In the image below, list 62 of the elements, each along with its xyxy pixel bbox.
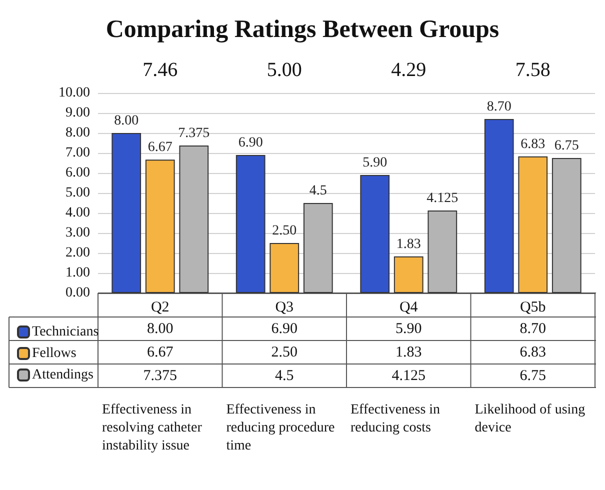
y-tick-label: 9.00 <box>66 106 90 120</box>
y-tick-label: 6.00 <box>66 166 90 180</box>
text: Effectiveness in resolving catheter instability issue <box>102 402 206 454</box>
text: 8.70 <box>486 100 512 114</box>
x-tick-label: Q5b <box>520 300 546 316</box>
bar <box>112 133 142 293</box>
y-tick-label: 7.00 <box>66 146 90 160</box>
bar <box>270 243 300 293</box>
data-label: 8.70 <box>520 320 546 337</box>
y-tick-label: 10.00 <box>58 86 90 100</box>
y-tick-label: 5.00 <box>66 186 90 200</box>
text: 5.90 <box>362 156 388 170</box>
bar <box>394 256 424 293</box>
y-tick-label: 4.00 <box>66 206 90 220</box>
y-tick-label: 8.00 <box>66 126 90 140</box>
bar <box>303 203 333 293</box>
text: Effectiveness in reducing procedure time <box>226 402 338 454</box>
bar <box>236 155 266 293</box>
bar <box>518 156 548 293</box>
text: 4.5 <box>309 184 327 198</box>
text: 7.58 <box>515 59 550 81</box>
chart-title: Comparing Ratings Between Groups <box>106 16 500 43</box>
data-label: 6.75 <box>520 368 546 384</box>
data-label: 5.90 <box>396 320 422 337</box>
text: 6.67 <box>148 140 172 156</box>
bar <box>179 146 209 293</box>
bar <box>484 119 514 293</box>
text: 7.46 <box>142 59 178 81</box>
text: 6.90 <box>238 136 263 150</box>
data-label: 8.00 <box>147 320 174 337</box>
data-label: 7.375 <box>143 368 177 384</box>
x-tick-label: Q2 <box>150 300 170 316</box>
text: 4.125 <box>426 191 458 206</box>
bar <box>145 160 175 293</box>
text: Likelihood of using device <box>474 402 589 436</box>
y-tick-label: 1.00 <box>66 266 90 280</box>
data-label: 4.125 <box>392 368 426 384</box>
text: 5.00 <box>266 59 302 81</box>
legend-label: Attendings <box>32 368 94 382</box>
text: 2.50 <box>272 224 297 238</box>
bar <box>552 158 582 293</box>
y-tick-label: 2.00 <box>66 246 90 260</box>
text: 6.83 <box>520 136 546 152</box>
text: Effectiveness in reducing costs <box>350 402 444 436</box>
data-label: 6.67 <box>147 344 174 360</box>
x-tick-label: Q3 <box>275 300 294 316</box>
bar <box>428 210 458 293</box>
y-tick-label: 3.00 <box>66 226 90 240</box>
data-label: 6.83 <box>520 344 546 360</box>
text: 8.00 <box>114 114 139 128</box>
y-tick-label: 0.00 <box>66 286 90 300</box>
data-label: 1.83 <box>396 344 422 360</box>
data-label: 4.5 <box>275 368 294 384</box>
x-tick-label: Q4 <box>399 300 418 316</box>
text: 1.83 <box>396 236 421 252</box>
text: 4.29 <box>391 59 426 81</box>
data-label: 2.50 <box>271 344 298 360</box>
legend-label: Fellows <box>32 346 76 361</box>
bar <box>360 175 390 293</box>
text: 6.75 <box>554 138 579 154</box>
text: 7.375 <box>178 126 210 141</box>
data-label: 6.90 <box>271 320 298 337</box>
